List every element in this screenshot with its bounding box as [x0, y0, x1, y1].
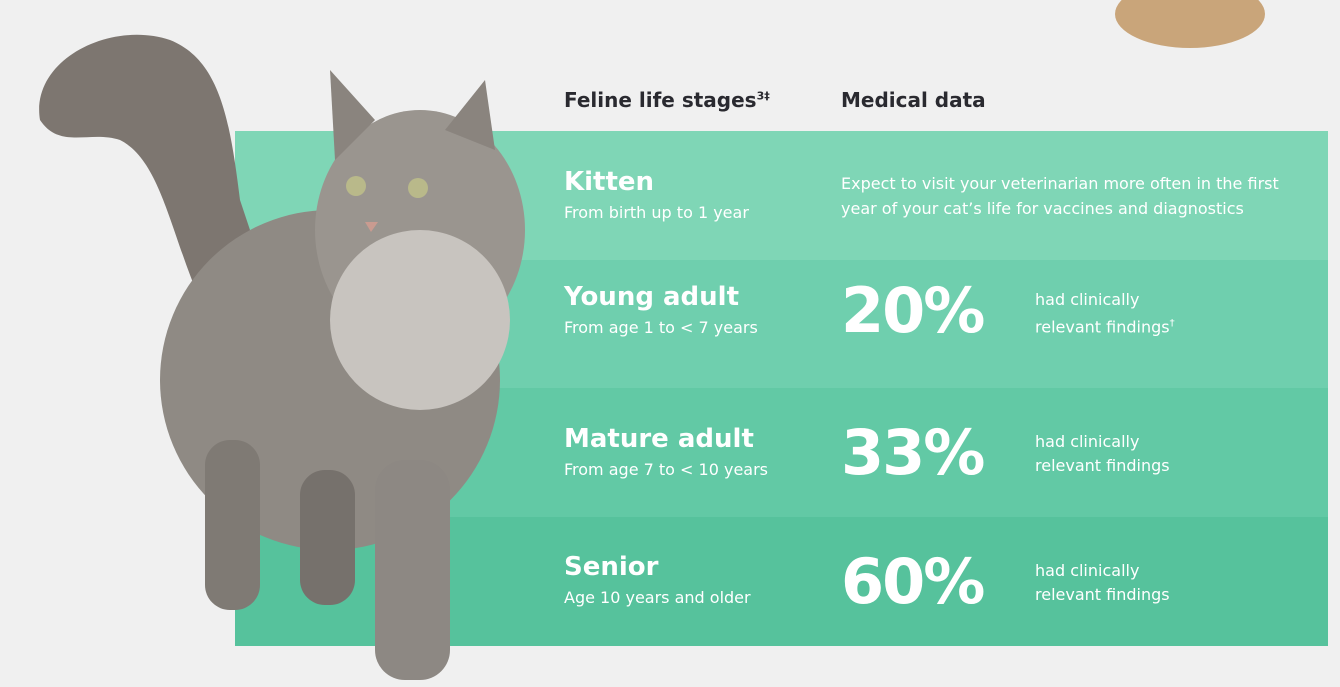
range: From age 1 to < 7 years [564, 318, 758, 337]
range: Age 10 years and older [564, 588, 751, 607]
range: From age 7 to < 10 years [564, 460, 768, 479]
percent: 60% [841, 545, 985, 618]
range: From birth up to 1 year [564, 203, 749, 222]
stage: Young adult [564, 282, 739, 312]
stage: Kitten [564, 167, 655, 197]
finding: had clinically relevant findings [1035, 432, 1170, 475]
description: Expect to visit your veterinarian more o… [841, 174, 1279, 218]
stage: Senior [564, 552, 659, 582]
finding: had clinically relevant findings† [1035, 290, 1175, 337]
dog-paw [1115, 0, 1265, 48]
percent: 33% [841, 416, 985, 489]
finding: had clinically relevant findings [1035, 561, 1170, 604]
data-header: Medical data [841, 88, 986, 112]
stage-header: Feline life stages3‡ [564, 88, 770, 112]
percent: 20% [841, 274, 985, 347]
stage: Mature adult [564, 424, 754, 454]
